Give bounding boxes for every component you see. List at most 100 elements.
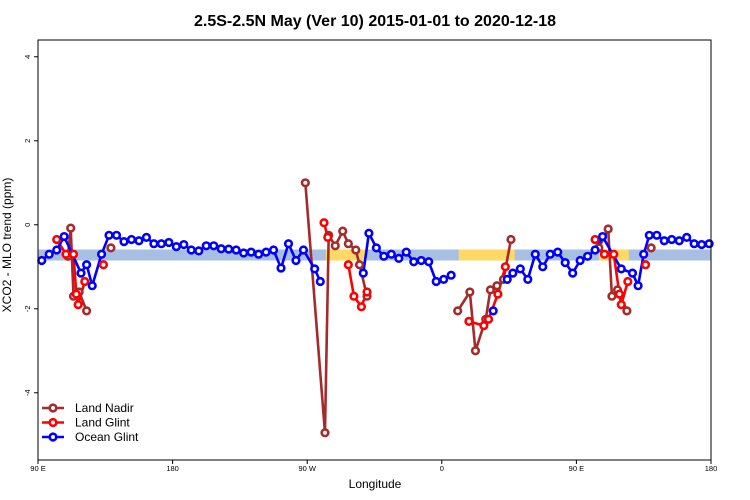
land-glint-point-2-1 (323, 232, 333, 242)
ocean-glint-point-0-26 (239, 248, 249, 258)
land-nadir-point-4-2 (607, 291, 617, 301)
ocean-glint-point-0-25 (231, 245, 241, 255)
ocean-glint-point-0-1 (44, 249, 54, 259)
land-glint-point-4-3 (493, 289, 503, 299)
legend-marker-land-glint (48, 417, 58, 428)
ocean-glint-point-1-0 (358, 268, 368, 278)
ocean-glint-point-0-11 (126, 234, 137, 245)
x-tick-label-3: 0 (440, 464, 444, 473)
ocean-glint-point-0-31 (276, 263, 286, 273)
land-glint-point-5-0 (590, 234, 600, 245)
land-glint-point-4-2 (483, 314, 494, 324)
ocean-glint-point-3-23 (682, 232, 692, 242)
ocean-glint-point-3-17 (639, 249, 649, 259)
ocean-glint-point-0-9 (111, 230, 122, 240)
land-nadir-point-2-3 (330, 241, 340, 251)
x-tick-label-2: 90 W (298, 464, 316, 473)
ocean-glint-point-3-1 (508, 268, 518, 278)
land-nadir-point-3-2 (470, 346, 481, 356)
ocean-glint-point-0-23 (216, 244, 226, 254)
land-nadir-point-3-1 (465, 287, 475, 297)
land-nadir-point-4-1 (603, 224, 613, 234)
land-glint-point-0-0 (52, 234, 62, 245)
plot-frame (37, 39, 712, 461)
ocean-glint-point-0-10 (119, 237, 129, 247)
ocean-glint-point-0-5 (82, 260, 92, 270)
x-tick-label-1: 180 (166, 464, 179, 473)
ocean-glint-point-1-4 (386, 249, 396, 259)
land-glint-point-2-0 (319, 218, 329, 228)
land-glint-point-5-3 (614, 289, 624, 299)
y-tick-label-2: 0 (23, 223, 32, 227)
land-nadir-point-2-1 (320, 428, 330, 438)
ocean-glint-point-3-7 (553, 247, 563, 257)
ocean-glint-point-0-34 (298, 245, 309, 255)
land-glint-point-5-4 (616, 300, 626, 310)
ocean-glint-point-0-12 (134, 236, 144, 246)
x-tick-label-0: 90 E (30, 464, 45, 473)
land-nadir-point-2-6 (351, 245, 361, 255)
ocean-glint-point-0-4 (76, 268, 86, 278)
land-nadir-point-1-0 (106, 243, 116, 253)
axes: 90 E 180 90 W 0 90 E 180 -4 -2 0 2 4 (23, 55, 717, 473)
ocean-glint-point-0-29 (261, 247, 271, 257)
legend-label-ocean-glint: Ocean Glint (75, 430, 139, 444)
land-nadir-point-4-4 (622, 306, 632, 316)
land-glint-point-5-2 (609, 249, 619, 259)
ocean-glint-point-3-11 (583, 251, 593, 261)
ocean-glint-point-0-8 (104, 230, 114, 240)
ocean-glint-point-0-6 (87, 281, 97, 291)
y-axis-label: XCO2 - MLO trend (ppm) (0, 178, 14, 313)
ocean-glint-point-3-9 (568, 268, 578, 278)
ocean-glint-point-3-25 (697, 239, 707, 250)
land-nadir-point-2-4 (338, 226, 348, 236)
ocean-glint-point-0-20 (194, 246, 204, 256)
land-glint-point-4-0 (464, 316, 474, 327)
ocean-glint-point-1-10 (431, 276, 441, 287)
land-nadir-point-0-4 (82, 306, 92, 316)
ocean-glint-point-3-12 (590, 245, 600, 255)
land-glint-point-4-4 (500, 262, 510, 272)
ocean-glint-point-3-6 (545, 249, 555, 259)
ocean-glint-point-0-14 (149, 239, 159, 249)
ocean-glint-point-3-5 (538, 262, 548, 272)
ocean-glint-point-0-13 (141, 232, 152, 242)
ocean-glint-point-0-15 (156, 239, 166, 249)
ocean-glint-point-1-5 (394, 253, 404, 263)
land-glint-point-4-1 (479, 321, 489, 331)
ocean-glint-point-0-7 (96, 249, 107, 259)
ocean-glint-point-3-4 (530, 249, 540, 259)
ocean-glint-point-3-0 (502, 274, 512, 285)
legend-marker-ocean-glint (48, 432, 58, 442)
ocean-glint-point-3-18 (644, 230, 654, 240)
legend-label-land-nadir: Land Nadir (75, 401, 134, 415)
ocean-glint-point-1-12 (446, 270, 456, 280)
ocean-glint-point-1-6 (401, 247, 411, 257)
ocean-glint-point-0-22 (209, 241, 219, 251)
ocean-glint-point-3-20 (659, 236, 669, 246)
ocean-glint-point-0-3 (59, 231, 69, 242)
land-glint-point-0-2 (68, 249, 79, 259)
land-nadir-point-3-7 (506, 234, 516, 245)
ocean-glint-point-0-2 (52, 245, 62, 255)
ocean-glint-point-3-24 (689, 239, 699, 249)
ocean-glint-point-0-17 (171, 242, 181, 252)
ocean-glint-point-3-13 (597, 231, 608, 242)
land-nadir-point-2-7 (354, 260, 365, 270)
land-nadir-point-0-1 (66, 223, 76, 233)
ocean-glint-point-3-16 (633, 281, 643, 291)
land-nadir-point-5-0 (646, 243, 656, 253)
ocean-glint-point-0-28 (253, 249, 264, 259)
ocean-glint-point-1-8 (416, 255, 426, 266)
land-glint-point-1-0 (98, 260, 109, 270)
series-lines (40, 182, 710, 435)
series-markers (37, 178, 714, 438)
ocean-glint-point-3-8 (560, 258, 570, 268)
ocean-glint-point-1-2 (371, 243, 381, 253)
ocean-glint-point-3-19 (652, 230, 662, 240)
land-nadir-point-2-0 (300, 178, 310, 188)
ocean-glint-point-0-18 (179, 239, 189, 250)
y-tick-label-3: 2 (23, 139, 32, 143)
ocean-glint-point-0-19 (186, 245, 196, 255)
